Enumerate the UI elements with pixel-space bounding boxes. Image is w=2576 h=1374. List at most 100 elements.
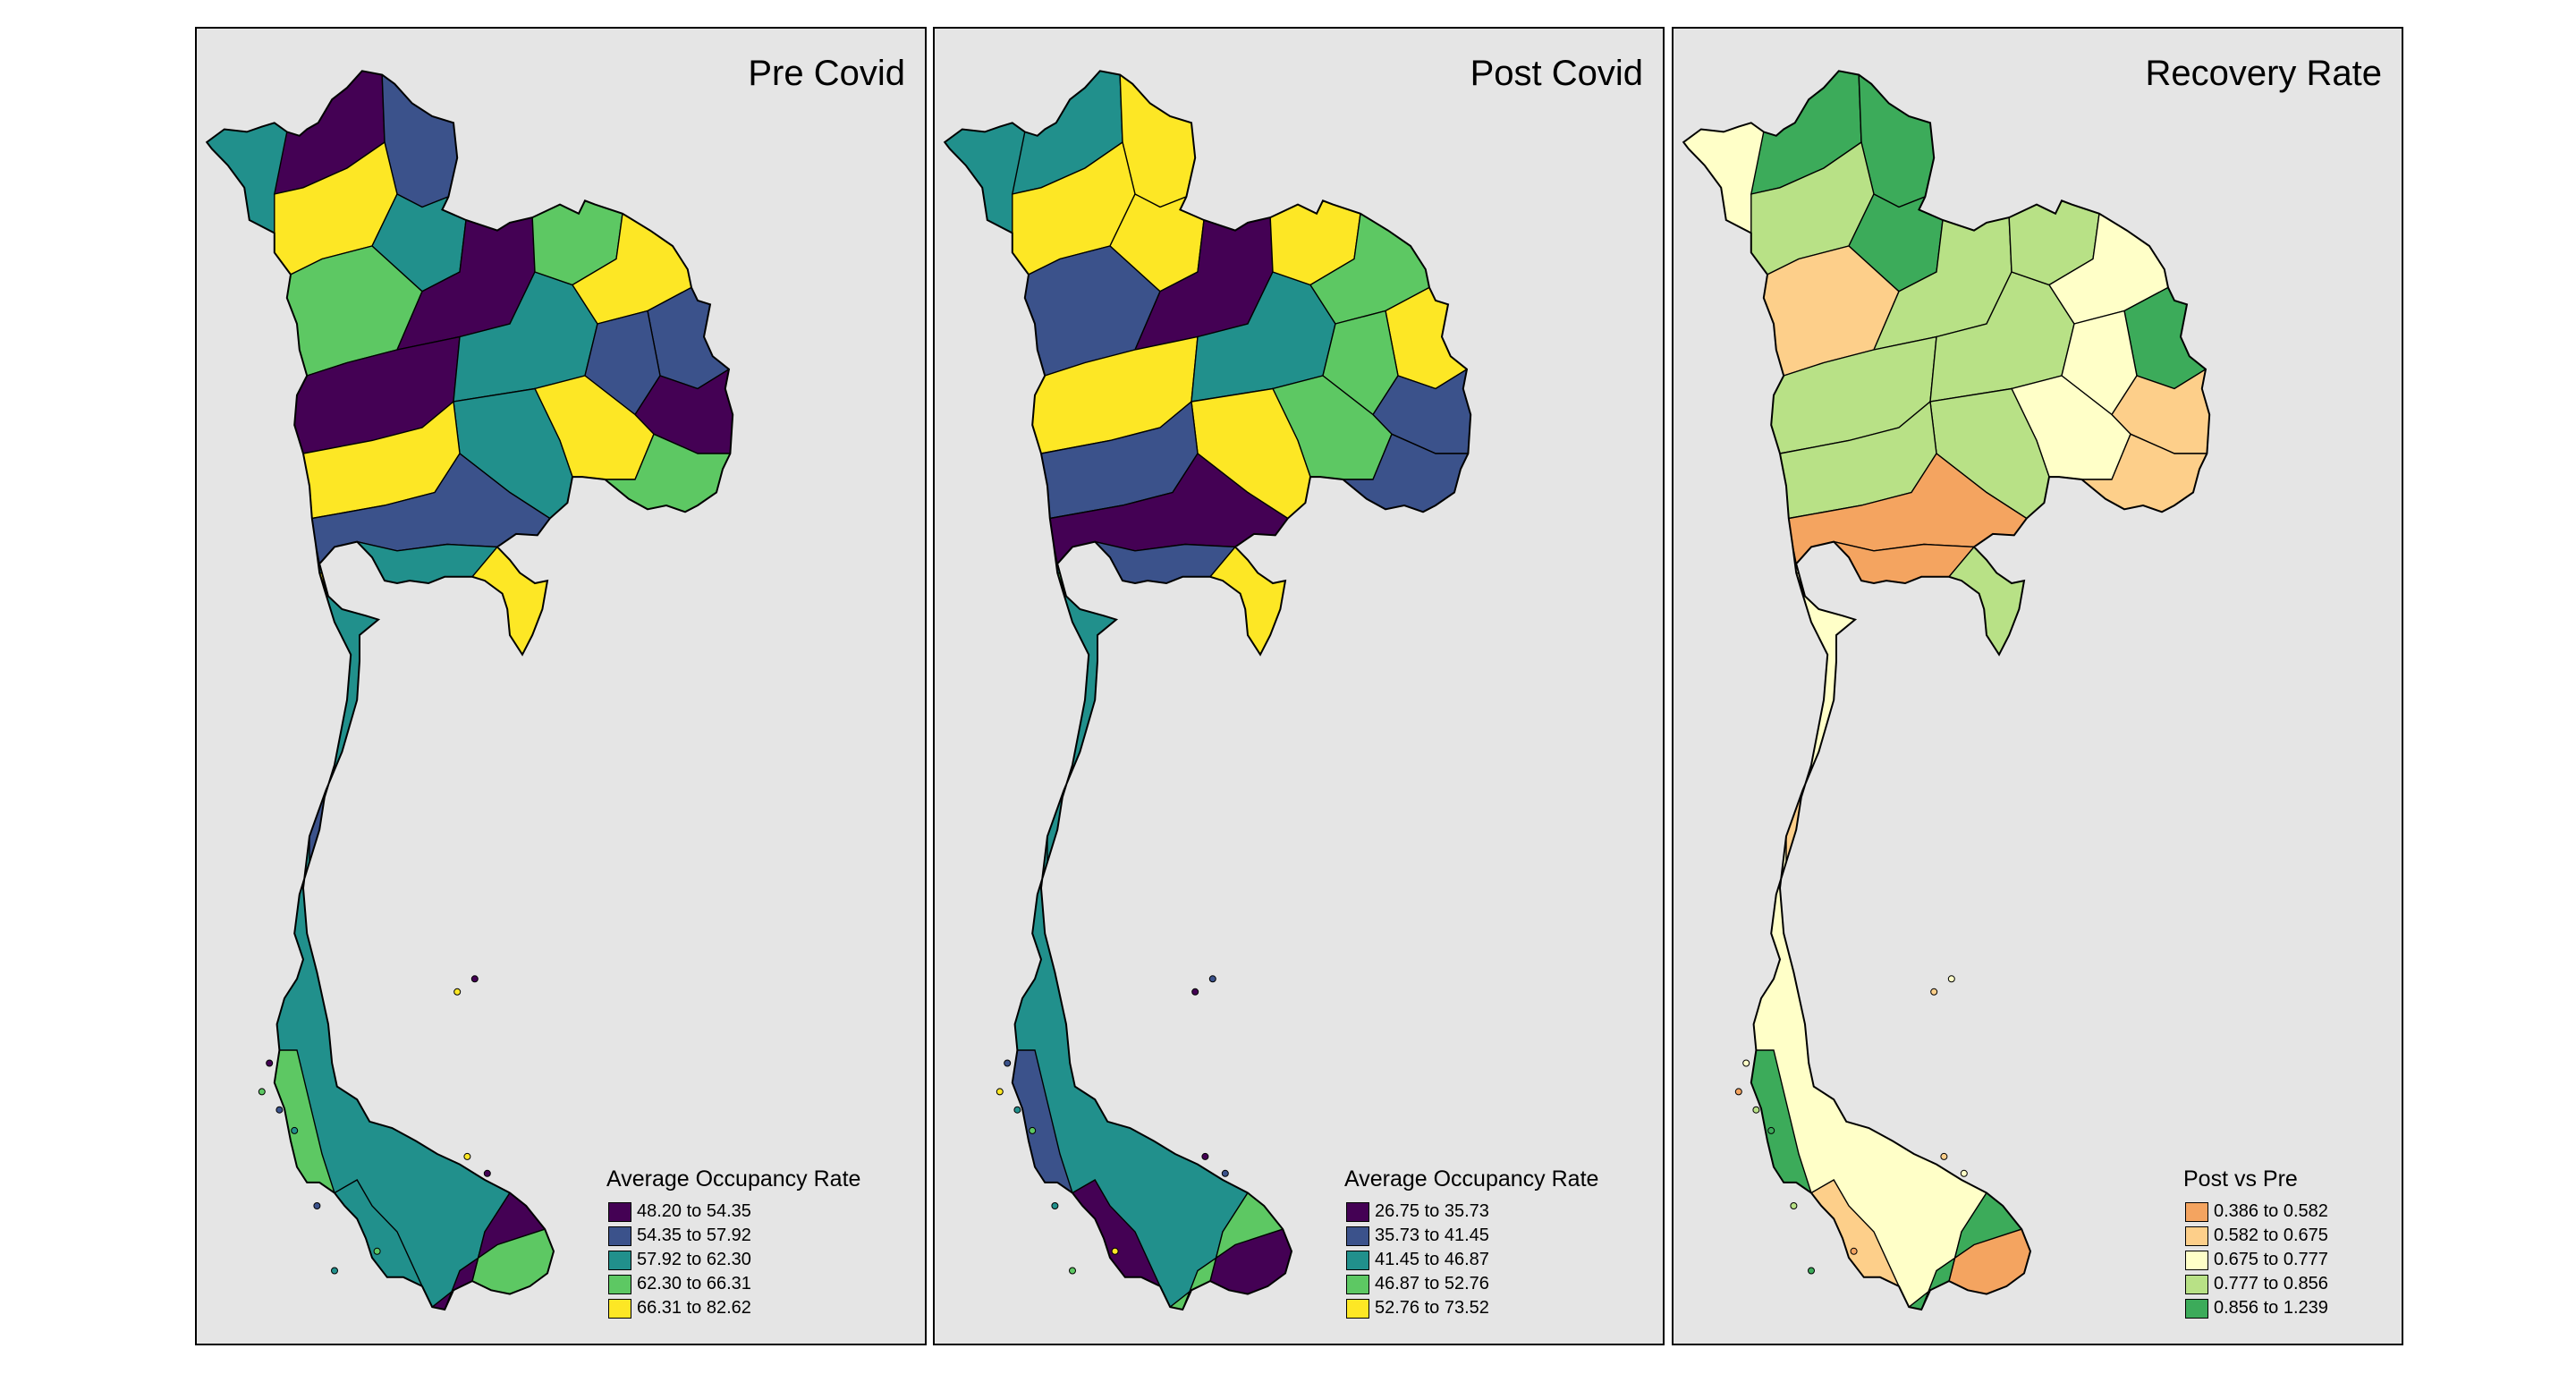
island [1191, 988, 1199, 996]
island [275, 1106, 284, 1114]
legend-swatch [608, 1298, 631, 1319]
legend-swatch [2185, 1298, 2208, 1319]
legend-swatch [2185, 1250, 2208, 1270]
province-region [1097, 608, 1199, 662]
legend-swatch [608, 1201, 631, 1222]
map-panel-post-covid: Post Covid Average Occupancy Rate 26.75 … [933, 27, 1665, 1345]
legend-item: 46.87 to 52.76 [1346, 1272, 1598, 1296]
legend-item: 52.76 to 73.52 [1346, 1296, 1598, 1320]
country-outline [1682, 70, 2211, 1311]
map-panel-pre-covid: Pre Covid Average Occupancy Rate 48.20 t… [195, 27, 927, 1345]
island [1111, 1247, 1119, 1255]
panel-title: Recovery Rate [2145, 54, 2382, 93]
province-region [1208, 546, 1286, 657]
province-region [1779, 842, 1887, 973]
island [1808, 1267, 1815, 1275]
legend-label: 0.675 to 0.777 [2214, 1250, 2328, 1269]
province-region [302, 842, 411, 973]
legend-item: 54.35 to 57.92 [608, 1224, 860, 1248]
map-legend: Average Occupancy Rate 48.20 to 54.35 54… [606, 1166, 861, 1320]
island [1752, 1106, 1760, 1114]
legend-swatch [1346, 1226, 1369, 1246]
island [331, 1267, 338, 1275]
legend-swatch [608, 1274, 631, 1294]
thailand-map-post-covid [943, 70, 1472, 1311]
legend-item: 41.45 to 46.87 [1346, 1248, 1598, 1272]
legend-swatch [2185, 1274, 2208, 1294]
island [1767, 1126, 1775, 1134]
legend-item: 26.75 to 35.73 [1346, 1200, 1598, 1224]
island [1960, 1169, 1968, 1177]
legend-title: Average Occupancy Rate [606, 1166, 861, 1192]
legend-label: 66.31 to 82.62 [637, 1298, 751, 1318]
island [1004, 1059, 1012, 1067]
legend-label: 57.92 to 62.30 [637, 1250, 751, 1269]
island [1930, 988, 1938, 996]
province-region [1792, 919, 1950, 1077]
country-outline [943, 70, 1472, 1311]
legend-label: 0.582 to 0.675 [2214, 1226, 2328, 1245]
legend-swatch [2185, 1226, 2208, 1246]
legend-label: 0.386 to 0.582 [2214, 1201, 2328, 1221]
island [1742, 1059, 1750, 1067]
legend-item: 0.675 to 0.777 [2185, 1248, 2328, 1272]
island [996, 1088, 1004, 1096]
island [373, 1247, 381, 1255]
island [483, 1169, 491, 1177]
island [266, 1059, 274, 1067]
legend-label: 62.30 to 66.31 [637, 1274, 751, 1293]
legend-swatch [1346, 1298, 1369, 1319]
legend-swatch [1346, 1250, 1369, 1270]
legend-swatch [1346, 1274, 1369, 1294]
province-region [1054, 919, 1211, 1077]
panel-title: Post Covid [1470, 54, 1643, 93]
legend-swatch [2185, 1201, 2208, 1222]
map-legend: Average Occupancy Rate 26.75 to 35.73 35… [1344, 1166, 1599, 1320]
island [1013, 1106, 1021, 1114]
legend-title: Post vs Pre [2183, 1166, 2298, 1192]
island [1208, 975, 1216, 983]
thailand-map-pre-covid [205, 70, 734, 1311]
island [1051, 1202, 1059, 1209]
legend-item: 0.386 to 0.582 [2185, 1200, 2328, 1224]
legend-item: 48.20 to 54.35 [608, 1200, 860, 1224]
island [291, 1126, 299, 1134]
legend-label: 48.20 to 54.35 [637, 1201, 751, 1221]
island [1940, 1152, 1948, 1160]
province-region [1040, 842, 1148, 973]
island [1221, 1169, 1229, 1177]
legend-label: 35.73 to 41.45 [1375, 1226, 1489, 1245]
legend-label: 0.777 to 0.856 [2214, 1274, 2328, 1293]
thailand-map-recovery-rate [1682, 70, 2211, 1311]
legend-item: 35.73 to 41.45 [1346, 1224, 1598, 1248]
map-panel-recovery-rate: Recovery Rate Post vs Pre 0.386 to 0.582… [1672, 27, 2403, 1345]
province-region [470, 546, 548, 657]
legend-label: 26.75 to 35.73 [1375, 1201, 1489, 1221]
island [1947, 975, 1955, 983]
legend-swatch [1346, 1201, 1369, 1222]
island [470, 975, 479, 983]
province-region [359, 608, 461, 662]
island [463, 1152, 471, 1160]
legend-label: 0.856 to 1.239 [2214, 1298, 2328, 1318]
legend-item: 57.92 to 62.30 [608, 1248, 860, 1272]
island [1734, 1088, 1742, 1096]
legend-title: Average Occupancy Rate [1344, 1166, 1599, 1192]
legend-label: 41.45 to 46.87 [1375, 1250, 1489, 1269]
legend-swatch [608, 1226, 631, 1246]
island [313, 1202, 321, 1209]
legend-item: 0.582 to 0.675 [2185, 1224, 2328, 1248]
country-outline [205, 70, 734, 1311]
island [1029, 1126, 1037, 1134]
legend-item: 66.31 to 82.62 [608, 1296, 860, 1320]
legend-item: 62.30 to 66.31 [608, 1272, 860, 1296]
island [1069, 1267, 1076, 1275]
island [453, 988, 462, 996]
island [1790, 1202, 1798, 1209]
map-legend: Post vs Pre 0.386 to 0.582 0.582 to 0.67… [2183, 1166, 2328, 1320]
island [1201, 1152, 1209, 1160]
legend-label: 54.35 to 57.92 [637, 1226, 751, 1245]
legend-swatch [608, 1250, 631, 1270]
legend-item: 0.856 to 1.239 [2185, 1296, 2328, 1320]
legend-label: 52.76 to 73.52 [1375, 1298, 1489, 1318]
